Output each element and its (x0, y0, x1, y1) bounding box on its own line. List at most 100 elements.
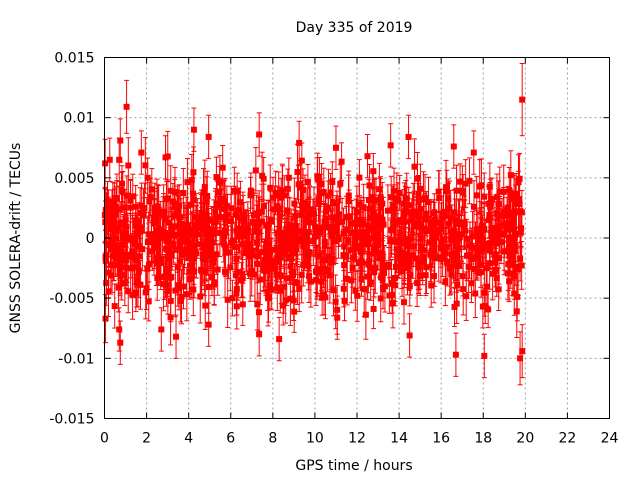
data-marker (205, 283, 212, 290)
data-marker (298, 211, 305, 218)
data-marker (367, 205, 374, 212)
data-marker (393, 195, 400, 202)
data-marker (208, 274, 215, 281)
data-marker (249, 218, 256, 225)
data-marker (176, 229, 183, 236)
data-point (178, 269, 185, 325)
data-marker (441, 236, 448, 243)
data-marker (224, 296, 231, 303)
data-marker (197, 293, 204, 300)
data-marker (268, 286, 275, 293)
data-point (170, 226, 177, 264)
data-marker (294, 234, 301, 241)
data-point (365, 224, 372, 265)
data-marker (254, 223, 261, 230)
data-marker (518, 209, 525, 216)
data-marker (187, 252, 194, 259)
data-marker (144, 174, 151, 181)
data-marker (345, 237, 352, 244)
data-marker (216, 189, 223, 196)
data-marker (473, 192, 480, 199)
data-marker (365, 197, 372, 204)
data-marker (177, 297, 184, 304)
data-marker (388, 279, 395, 286)
data-marker (411, 163, 418, 170)
data-marker (220, 199, 227, 206)
data-marker (193, 224, 200, 231)
data-marker (319, 256, 326, 263)
data-marker (408, 217, 415, 224)
data-marker (190, 197, 197, 204)
data-marker (105, 210, 112, 217)
data-marker (398, 261, 405, 268)
data-point (146, 181, 153, 222)
data-marker (122, 216, 129, 223)
data-point (411, 138, 418, 195)
data-marker (425, 199, 432, 206)
data-marker (190, 169, 197, 176)
data-marker (231, 187, 238, 194)
data-marker (397, 249, 404, 256)
data-point (220, 179, 227, 226)
data-marker (151, 237, 158, 244)
data-marker (180, 189, 187, 196)
data-marker (445, 220, 452, 227)
data-point (443, 169, 450, 213)
data-marker (314, 268, 321, 275)
data-marker (219, 164, 226, 171)
data-marker (518, 262, 525, 269)
data-marker (213, 218, 220, 225)
data-marker (235, 214, 242, 221)
data-marker (176, 202, 183, 209)
data-marker (435, 188, 442, 195)
data-marker (236, 233, 243, 240)
data-marker (443, 188, 450, 195)
data-marker (115, 284, 122, 291)
data-point (319, 235, 326, 285)
data-marker (479, 245, 486, 252)
data-marker (291, 308, 298, 315)
data-point (370, 186, 377, 240)
data-marker (476, 248, 483, 255)
data-marker (274, 284, 281, 291)
data-marker (113, 203, 120, 210)
data-marker (380, 285, 387, 292)
data-marker (317, 268, 324, 275)
data-marker (442, 212, 449, 219)
data-marker (328, 259, 335, 266)
data-marker (454, 281, 461, 288)
data-marker (389, 292, 396, 299)
data-marker (312, 228, 319, 235)
data-marker (222, 216, 229, 223)
data-marker (507, 243, 514, 250)
data-marker (318, 278, 325, 285)
data-marker (284, 207, 291, 214)
data-marker (473, 254, 480, 261)
data-marker (503, 226, 510, 233)
data-point (138, 182, 145, 229)
data-marker (145, 298, 152, 305)
data-marker (134, 229, 141, 236)
data-marker (451, 209, 458, 216)
data-marker (194, 219, 201, 226)
data-point (380, 196, 387, 253)
data-marker (330, 236, 337, 243)
data-marker (294, 280, 301, 287)
data-point (435, 170, 442, 214)
data-marker (299, 237, 306, 244)
data-marker (327, 189, 334, 196)
data-marker (222, 227, 229, 234)
data-marker (132, 289, 139, 296)
data-marker (317, 190, 324, 197)
data-marker (364, 273, 371, 280)
data-marker (125, 288, 132, 295)
data-marker (478, 182, 485, 189)
data-marker (254, 253, 261, 260)
data-marker (325, 192, 332, 199)
data-point (485, 290, 492, 329)
data-point (481, 201, 488, 258)
data-marker (492, 259, 499, 266)
data-marker (402, 237, 409, 244)
data-marker (167, 274, 174, 281)
data-marker (356, 201, 363, 208)
